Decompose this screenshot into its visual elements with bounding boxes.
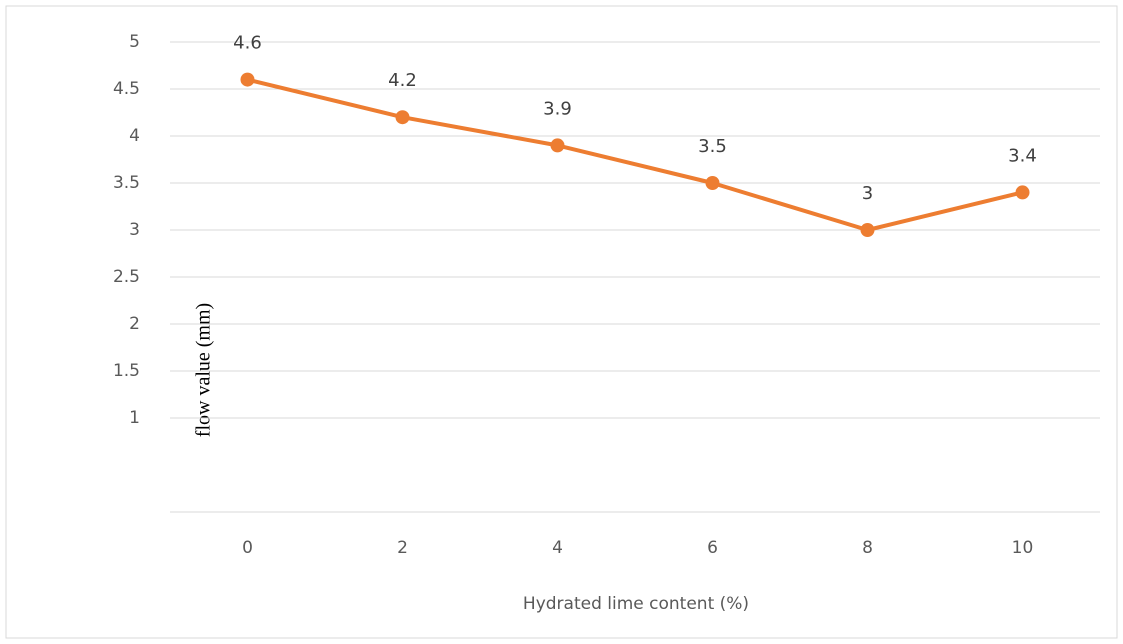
point: [705, 176, 720, 190]
x-tick-label: 6: [707, 538, 718, 558]
x-tick-label: 4: [552, 538, 563, 558]
y-tick-label: 5: [129, 32, 140, 52]
point: [240, 72, 255, 87]
line: [247, 77, 1023, 232]
y-axis-label: flow value (mm): [193, 303, 215, 437]
data-label: 3.5: [698, 136, 727, 157]
y-tick-label: 4: [129, 126, 140, 146]
point: [550, 138, 565, 153]
point: [395, 110, 410, 125]
data-label: 4.6: [233, 33, 262, 54]
point: [1015, 185, 1030, 200]
x-tick-label: 10: [1012, 538, 1034, 558]
y-tick-label: 3: [129, 220, 140, 240]
chart-border: [5, 5, 1118, 639]
y-tick-label: 4.5: [113, 79, 140, 99]
y-tick-label: 1: [129, 408, 140, 428]
x-tick-label: 2: [397, 538, 408, 558]
x-tick-label: 8: [862, 538, 873, 558]
data-label: 4.2: [388, 70, 417, 91]
point: [860, 223, 875, 237]
x-tick-label: 0: [242, 538, 253, 558]
y-tick-label: 3.5: [113, 173, 140, 193]
x-axis-label: Hydrated lime content (%): [523, 594, 749, 614]
data-label: 3: [862, 183, 873, 204]
y-tick-label: 2: [129, 314, 140, 334]
y-tick-label: 1.5: [113, 361, 140, 381]
y-tick-label: 2.5: [113, 267, 140, 287]
data-label: 3.4: [1008, 145, 1037, 166]
data-label: 3.9: [543, 98, 572, 119]
